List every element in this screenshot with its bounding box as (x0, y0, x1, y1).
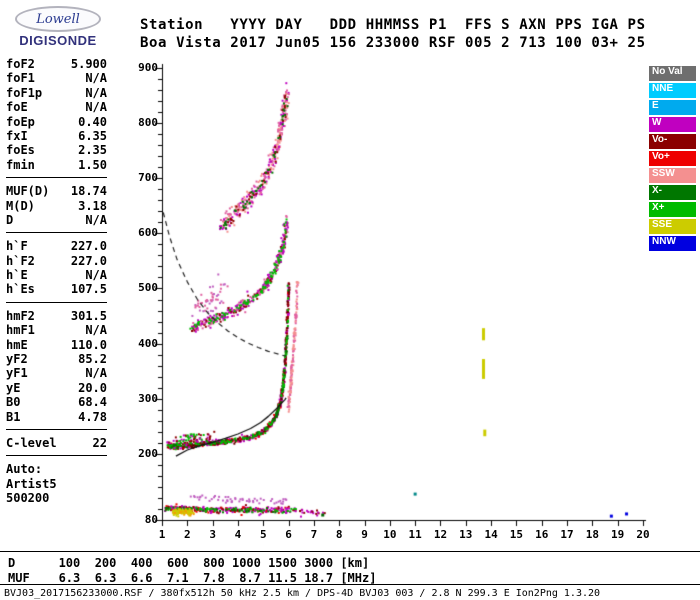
x-tick-label: 9 (361, 528, 368, 541)
legend-item-x-: X- (649, 185, 696, 200)
legend-item-sse: SSE (649, 219, 696, 234)
x-tick-label: 17 (560, 528, 574, 541)
x-tick-label: 2 (184, 528, 191, 541)
x-tick-label: 20 (636, 528, 650, 541)
x-tick-label: 5 (259, 528, 267, 541)
y-tick-label: 900 (138, 61, 158, 74)
x-tick-label: 14 (484, 528, 498, 541)
status-separator-line (0, 584, 700, 585)
legend-item-w: W (649, 117, 696, 132)
x-tick-label: 11 (408, 528, 422, 541)
y-tick-label: 600 (138, 226, 158, 240)
distance-row: D 100 200 400 600 800 1000 1500 3000 [km… (8, 556, 370, 570)
y-tick-label: 80 (144, 513, 158, 526)
x-tick-label: 8 (335, 528, 343, 541)
muf-row: MUF 6.3 6.3 6.6 7.1 7.8 8.7 11.5 18.7 [M… (8, 571, 377, 585)
status-bar: BVJ03_2017156233000.RSF / 380fx512h 50 k… (4, 588, 601, 599)
y-tick-label: 400 (138, 336, 158, 350)
x-tick-label: 10 (383, 528, 397, 541)
x-tick-label: 1 (158, 528, 166, 541)
legend-item-nne: NNE (649, 83, 696, 98)
y-tick-label: 700 (138, 171, 158, 185)
x-tick-label: 12 (433, 528, 448, 541)
legend-item-nnw: NNW (649, 236, 696, 251)
x-tick-label: 19 (611, 528, 625, 541)
table-separator-line (0, 551, 700, 552)
y-tick-label: 300 (138, 391, 158, 405)
x-tick-label: 13 (459, 528, 473, 541)
y-tick-label: 800 (138, 116, 158, 130)
x-tick-label: 16 (535, 528, 549, 541)
x-tick-label: 7 (310, 528, 318, 541)
x-tick-label: 4 (234, 528, 242, 541)
x-tick-label: 3 (209, 528, 216, 541)
legend-item-vo-: Vo+ (649, 151, 696, 166)
y-tick-label: 500 (138, 281, 158, 295)
x-tick-label: 18 (585, 528, 599, 541)
legend-item-ssw: SSW (649, 168, 696, 183)
legend-item-e: E (649, 100, 696, 115)
y-tick-label: 200 (138, 446, 158, 460)
legend-item-vo-: Vo- (649, 134, 696, 149)
direction-color-legend: No Val NNE E W Vo- Vo+ SSW X- X+ SSE NNW (649, 66, 696, 253)
legend-item-no-val: No Val (649, 66, 696, 81)
x-tick-label: 15 (509, 528, 524, 541)
x-tick-label: 6 (285, 528, 292, 541)
legend-item-x-: X+ (649, 202, 696, 217)
